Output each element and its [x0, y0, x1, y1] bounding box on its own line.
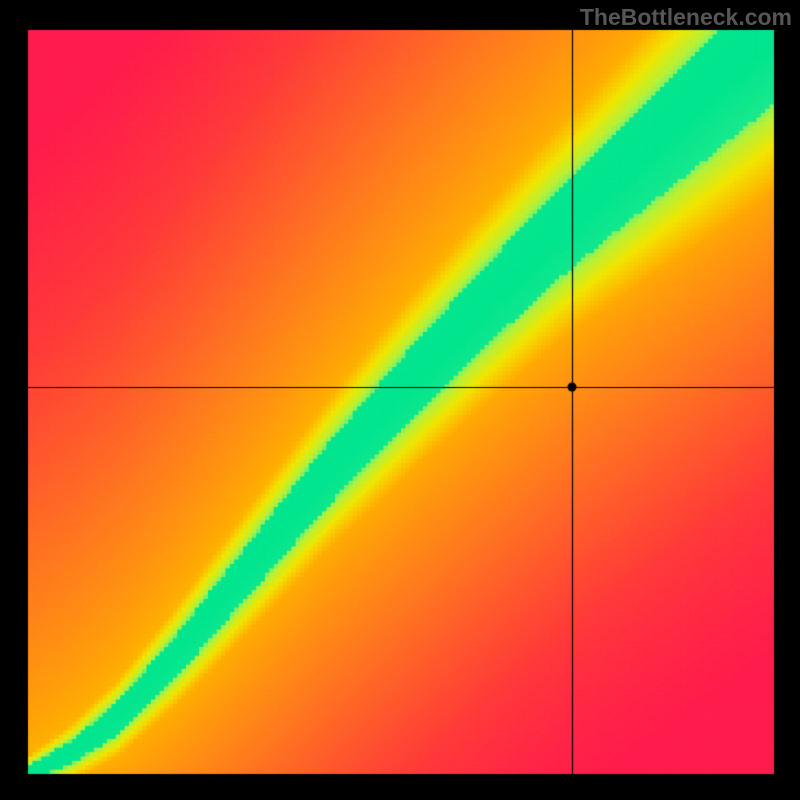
bottleneck-heatmap	[0, 0, 800, 800]
watermark-text: TheBottleneck.com	[580, 4, 792, 31]
